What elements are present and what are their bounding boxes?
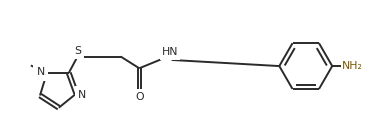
Text: N: N xyxy=(36,67,45,77)
Text: N: N xyxy=(78,90,87,100)
Text: O: O xyxy=(135,92,143,102)
Text: NH₂: NH₂ xyxy=(341,61,363,71)
Text: S: S xyxy=(74,46,81,56)
Text: HN: HN xyxy=(162,48,178,58)
